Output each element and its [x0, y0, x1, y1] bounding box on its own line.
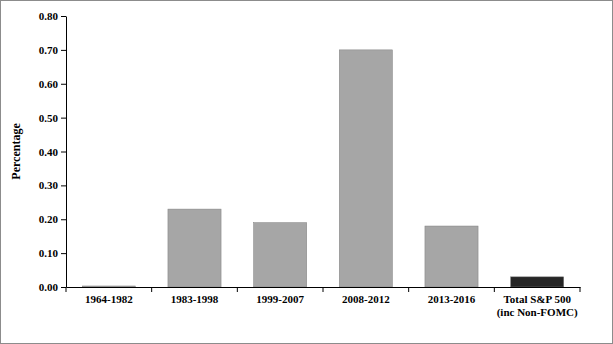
- y-tick-mark: [61, 152, 66, 153]
- bar: [82, 286, 135, 287]
- y-tick-label: 0.00: [39, 281, 59, 293]
- x-tick-label: Total S&P 500(inc Non-FOMC): [497, 293, 578, 319]
- bars: [82, 50, 563, 287]
- y-tick: 0.20: [39, 213, 66, 225]
- y-tick-label: 0.50: [39, 112, 59, 124]
- y-tick-mark: [61, 118, 66, 119]
- y-tick: 0.40: [39, 146, 66, 158]
- bar: [168, 209, 221, 287]
- y-tick: 0.70: [39, 44, 66, 56]
- y-tick-label: 0.80: [39, 10, 59, 22]
- y-tick-mark: [61, 287, 66, 288]
- x-boundary-tick: [323, 287, 324, 292]
- x-tick-label: 2013-2016: [428, 293, 476, 305]
- y-tick-label: 0.70: [39, 44, 59, 56]
- x-boundary-tick: [66, 287, 67, 292]
- x-tick-label: 2008-2012: [342, 293, 390, 305]
- y-tick: 0.60: [39, 78, 66, 90]
- y-tick-mark: [61, 16, 66, 17]
- x-boundary-tick: [237, 287, 238, 292]
- bar: [339, 50, 392, 287]
- y-tick: 0.00: [39, 281, 66, 293]
- y-axis: 0.00 0.10 0.20 0.30 0.40 0.50 0.60 0.70 0.80: [39, 10, 67, 293]
- y-tick-label: 0.20: [39, 213, 59, 225]
- x-boundary-tick: [494, 287, 495, 292]
- y-tick-mark: [61, 84, 66, 85]
- y-axis-title: Percentage: [9, 123, 23, 180]
- y-tick-label: 0.60: [39, 78, 59, 90]
- y-tick-mark: [61, 253, 66, 254]
- x-boundary-tick: [580, 287, 581, 292]
- y-axis-line: [66, 17, 67, 288]
- bar: [425, 226, 478, 287]
- chart: 0.00 0.10 0.20 0.30 0.40 0.50 0.60 0.70 0.80 1964…: [0, 0, 613, 344]
- y-tick-mark: [61, 50, 66, 51]
- x-tick-label: 1999-2007: [256, 293, 304, 305]
- y-tick: 0.10: [39, 247, 66, 259]
- x-tick-label: 1964-1982: [85, 293, 133, 305]
- bar: [511, 277, 564, 287]
- x-boundary-tick: [408, 287, 409, 292]
- bar: [254, 223, 307, 287]
- x-boundary-tick: [151, 287, 152, 292]
- y-tick-mark: [61, 219, 66, 220]
- y-tick-mark: [61, 185, 66, 186]
- y-tick: 0.80: [39, 10, 66, 22]
- y-tick: 0.30: [39, 179, 66, 191]
- x-tick-labels: 1964-1982 1983-1998 1999-2007 2008-2012 2013…: [85, 293, 578, 319]
- y-tick: 0.50: [39, 112, 66, 124]
- y-tick-label: 0.10: [39, 247, 59, 259]
- x-boundary-ticks: [66, 287, 580, 292]
- y-tick-label: 0.40: [39, 146, 59, 158]
- x-tick-label: 1983-1998: [171, 293, 219, 305]
- chart-frame: [1, 1, 613, 344]
- y-tick-label: 0.30: [39, 179, 59, 191]
